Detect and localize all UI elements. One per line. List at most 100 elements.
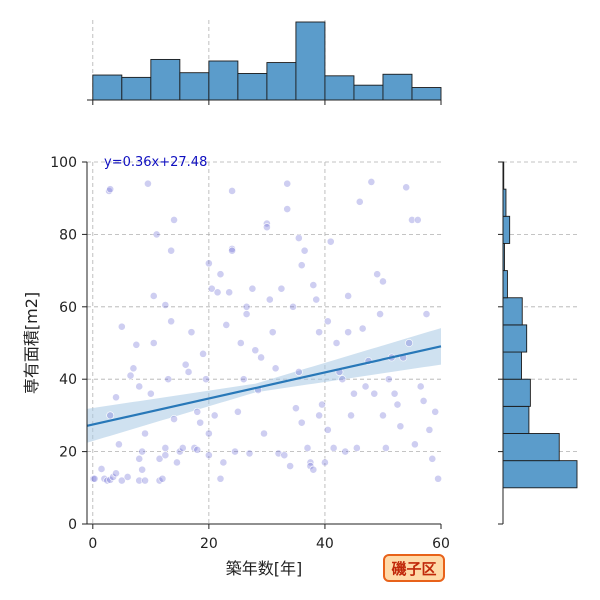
scatter-point: [248, 284, 257, 293]
scatter-point: [373, 270, 382, 279]
scatter-point: [112, 469, 120, 478]
scatter-point: [434, 474, 442, 483]
scatter-point: [202, 375, 210, 384]
scatter-point: [396, 422, 405, 431]
scatter-point: [379, 411, 387, 420]
scatter-point: [350, 389, 358, 398]
scatter-point: [138, 447, 147, 456]
scatter-point: [297, 418, 306, 427]
scatter-point: [274, 449, 283, 458]
top-hist-bar: [208, 60, 239, 101]
y-tick-label: 0: [68, 517, 77, 533]
scatter-point: [367, 178, 376, 186]
scatter-plot-area: 0 20 40 60 0 20 40 60 80 100: [50, 155, 450, 552]
scatter-point: [341, 447, 350, 456]
scatter-point: [271, 364, 280, 373]
scatter-point: [283, 179, 292, 188]
scatter-point: [161, 451, 170, 460]
scatter-point: [297, 261, 306, 270]
ward-badge-label: 磯子区: [391, 560, 436, 578]
top-hist-bar: [150, 58, 181, 101]
scatter-point: [170, 216, 178, 224]
scatter-point: [216, 474, 225, 483]
scatter-point: [184, 368, 193, 376]
scatter-point: [402, 183, 411, 192]
right-hist-bar: [502, 378, 531, 407]
scatter-point: [173, 458, 181, 467]
scatter-point: [338, 375, 347, 384]
scatter-point: [103, 476, 112, 485]
scatter-point: [233, 407, 242, 416]
right-hist-bar: [502, 297, 523, 326]
scatter-point: [376, 310, 384, 318]
scatter-point: [146, 389, 155, 398]
scatter-point: [289, 302, 297, 311]
grid-lines: [87, 161, 441, 524]
scatter-point: [210, 411, 219, 420]
right-hist-bar: [502, 405, 530, 434]
scatter-point: [268, 328, 277, 337]
scatter-point: [193, 407, 202, 416]
scatter-point: [135, 382, 144, 391]
top-hist-bar: [382, 73, 413, 101]
scatter-point: [321, 458, 329, 467]
top-hist-bar: [353, 84, 384, 101]
scatter-point: [280, 451, 289, 460]
scatter-point: [167, 246, 176, 255]
scatter-point: [239, 375, 248, 384]
top-hist-bar: [92, 74, 123, 101]
scatter-point: [344, 292, 353, 300]
scatter-point: [196, 418, 205, 427]
scatter-point: [228, 246, 236, 255]
scatter-point: [381, 444, 390, 452]
scatter-point: [228, 244, 236, 253]
scatter-point: [405, 339, 413, 347]
scatter-point: [112, 393, 120, 402]
scatter-point: [393, 400, 402, 409]
scatter-point: [204, 429, 213, 438]
y-tick-label: 60: [59, 300, 77, 316]
scatter-point: [379, 277, 387, 286]
scatter-point: [231, 447, 239, 456]
scatter-point: [408, 216, 416, 224]
y-axis-title: 専有面積[m2]: [22, 292, 41, 394]
scatter-point: [115, 440, 123, 449]
top-hist-bar: [121, 76, 152, 101]
scatter-point: [106, 411, 115, 420]
right-hist-bar: [502, 460, 578, 489]
scatter-point: [323, 425, 332, 434]
scatter-point: [257, 353, 265, 362]
top-hist-bar: [295, 21, 326, 101]
right-marginal-histogram: [498, 161, 579, 525]
y-tick-label: 40: [59, 372, 77, 388]
scatter-point: [242, 310, 251, 318]
scatter-point: [97, 465, 106, 473]
main-axes: [86, 162, 441, 525]
regression-line: [86, 345, 442, 427]
scatter-point: [204, 259, 213, 268]
scatter-point: [384, 375, 393, 384]
scatter-point: [155, 454, 164, 463]
scatter-point: [326, 237, 335, 246]
scatter-point: [158, 474, 167, 483]
scatter-point: [135, 476, 144, 485]
scatter-point: [332, 339, 341, 347]
scatter-point: [149, 292, 158, 300]
scatter-point: [167, 317, 176, 326]
scatter-point: [216, 270, 225, 279]
scatter-points: [89, 178, 442, 485]
x-tick-label: 40: [316, 536, 334, 552]
scatter-point: [425, 425, 434, 434]
x-axis-title: 築年数[年]: [226, 559, 303, 578]
scatter-point: [428, 454, 437, 463]
scatter-point: [294, 368, 303, 376]
scatter-point: [251, 346, 260, 355]
scatter-point: [170, 415, 178, 423]
scatter-point: [149, 339, 158, 347]
scatter-point: [286, 462, 295, 470]
scatter-point: [312, 295, 321, 304]
x-tick-label: 0: [88, 536, 97, 552]
scatter-point: [283, 205, 292, 213]
scatter-point: [225, 288, 234, 297]
scatter-point: [141, 476, 149, 485]
